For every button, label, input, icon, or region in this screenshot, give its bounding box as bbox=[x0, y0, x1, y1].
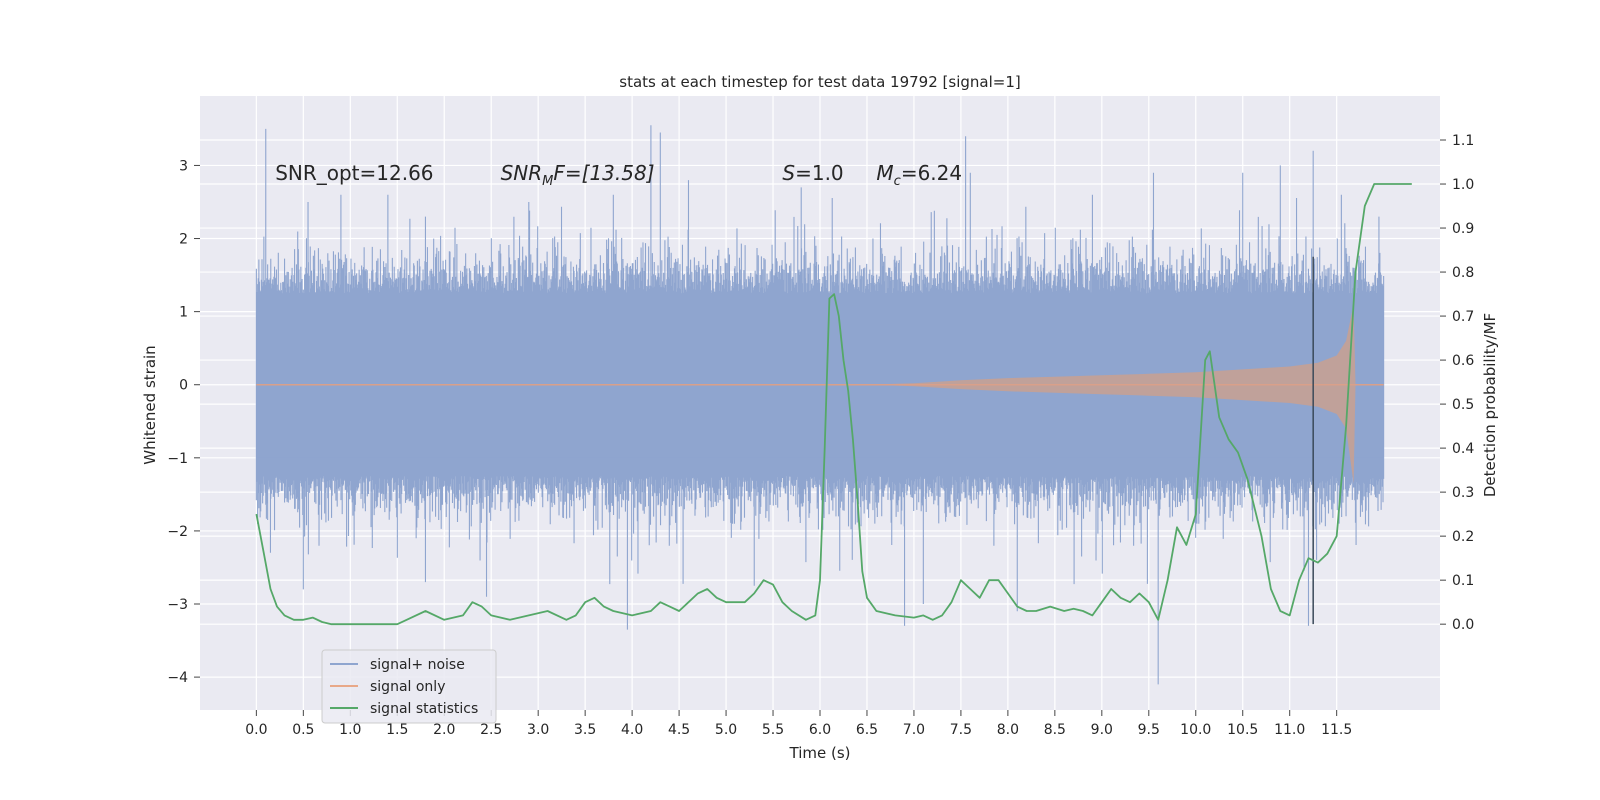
annotation-snr-opt: SNR_opt=12.66 bbox=[275, 161, 433, 185]
annotation-snr-mf-sub: M bbox=[542, 174, 553, 189]
y-left-tick-label: 2 bbox=[179, 232, 188, 248]
annotation-s: S=1.0 bbox=[782, 161, 843, 185]
y-right-tick-label: 1.0 bbox=[1452, 177, 1474, 193]
legend: signal+ noise signal only signal statist… bbox=[321, 649, 497, 724]
x-axis-label: Time (s) bbox=[789, 744, 851, 762]
x-tick-label: 8.0 bbox=[997, 722, 1019, 738]
y-left-tick-label: −1 bbox=[167, 451, 188, 467]
annotation-mc-main: M bbox=[876, 161, 893, 185]
y-left-tick-label: −2 bbox=[167, 524, 188, 540]
y-axis-left-label: Whitened strain bbox=[141, 345, 159, 464]
x-tick-label: 4.0 bbox=[621, 722, 643, 738]
x-tick-label: 0.0 bbox=[245, 722, 267, 738]
annotation-s-main: S bbox=[782, 161, 795, 185]
x-tick-label: 1.0 bbox=[339, 722, 361, 738]
y-right-tick-label: 0.4 bbox=[1452, 441, 1474, 457]
series-signal-only bbox=[256, 304, 1384, 484]
x-tick-label: 11.5 bbox=[1321, 722, 1352, 738]
y-axis-left-ticks: −4 −3 −2 −1 0 1 2 3 bbox=[167, 158, 200, 686]
y-right-tick-label: 0.5 bbox=[1452, 397, 1474, 413]
annotation-mc-sub: c bbox=[894, 174, 901, 189]
x-tick-label: 7.0 bbox=[903, 722, 925, 738]
x-tick-label: 2.0 bbox=[433, 722, 455, 738]
legend-box bbox=[321, 649, 497, 724]
y-axis-right-label: Detection probability/MF bbox=[1481, 313, 1499, 497]
series-signal-statistics bbox=[255, 183, 1412, 626]
annotation-snr-mf-rest: F=[13.58] bbox=[553, 161, 654, 185]
y-right-tick-label: 0.6 bbox=[1452, 353, 1474, 369]
y-right-tick-label: 0.0 bbox=[1452, 617, 1474, 633]
x-tick-label: 9.5 bbox=[1138, 722, 1160, 738]
annotations: SNR_opt=12.66 SNRMF=[13.58] S=1.0 Mc=6.2… bbox=[275, 161, 962, 189]
y-right-tick-label: 0.3 bbox=[1452, 485, 1474, 501]
annotation-snr-mf-main: SNR bbox=[501, 161, 543, 185]
x-axis-ticks: 0.0 0.5 1.0 1.5 2.0 2.5 3.0 3.5 4.0 4.5 5.0 5.5 6.0 6… bbox=[245, 710, 1352, 738]
y-left-tick-label: 3 bbox=[179, 158, 188, 174]
x-tick-label: 5.5 bbox=[762, 722, 784, 738]
legend-label-noise: signal+ noise bbox=[370, 657, 465, 673]
y-right-tick-label: 0.7 bbox=[1452, 309, 1474, 325]
y-left-tick-label: −4 bbox=[167, 670, 188, 686]
y-left-tick-label: −3 bbox=[167, 597, 188, 613]
annotation-s-rest: =1.0 bbox=[795, 161, 844, 185]
x-tick-label: 3.5 bbox=[574, 722, 596, 738]
y-left-tick-label: 1 bbox=[179, 305, 188, 321]
x-tick-label: 5.0 bbox=[715, 722, 737, 738]
x-tick-label: 1.5 bbox=[386, 722, 408, 738]
y-right-tick-label: 0.1 bbox=[1452, 573, 1474, 589]
x-tick-label: 7.5 bbox=[950, 722, 972, 738]
x-tick-label: 3.0 bbox=[527, 722, 549, 738]
statistics-line bbox=[255, 183, 1412, 626]
x-tick-label: 2.5 bbox=[480, 722, 502, 738]
y-right-tick-label: 1.1 bbox=[1452, 133, 1474, 149]
annotation-mc: Mc=6.24 bbox=[876, 161, 962, 189]
x-tick-label: 0.5 bbox=[292, 722, 314, 738]
x-tick-label: 8.5 bbox=[1044, 722, 1066, 738]
x-tick-label: 4.5 bbox=[668, 722, 690, 738]
annotation-snr-mf: SNRMF=[13.58] bbox=[501, 161, 655, 189]
y-left-tick-label: 0 bbox=[179, 378, 188, 394]
legend-label-signal: signal only bbox=[370, 679, 445, 695]
x-tick-label: 6.0 bbox=[809, 722, 831, 738]
y-right-tick-label: 0.2 bbox=[1452, 529, 1474, 545]
legend-label-stats: signal statistics bbox=[370, 701, 478, 717]
y-right-tick-label: 0.9 bbox=[1452, 221, 1474, 237]
x-tick-label: 9.0 bbox=[1091, 722, 1113, 738]
x-tick-label: 11.0 bbox=[1274, 722, 1305, 738]
x-tick-label: 10.0 bbox=[1180, 722, 1211, 738]
y-right-tick-label: 0.8 bbox=[1452, 265, 1474, 281]
signal-envelope bbox=[867, 304, 1356, 484]
y-axis-right-ticks: 0.0 0.1 0.2 0.3 0.4 0.5 0.6 0.7 0.8 0.9 1.0 1.1 bbox=[1440, 133, 1474, 633]
chart-title: stats at each timestep for test data 197… bbox=[619, 73, 1020, 91]
x-tick-label: 6.5 bbox=[856, 722, 878, 738]
annotation-mc-rest: =6.24 bbox=[901, 161, 962, 185]
x-tick-label: 10.5 bbox=[1227, 722, 1258, 738]
